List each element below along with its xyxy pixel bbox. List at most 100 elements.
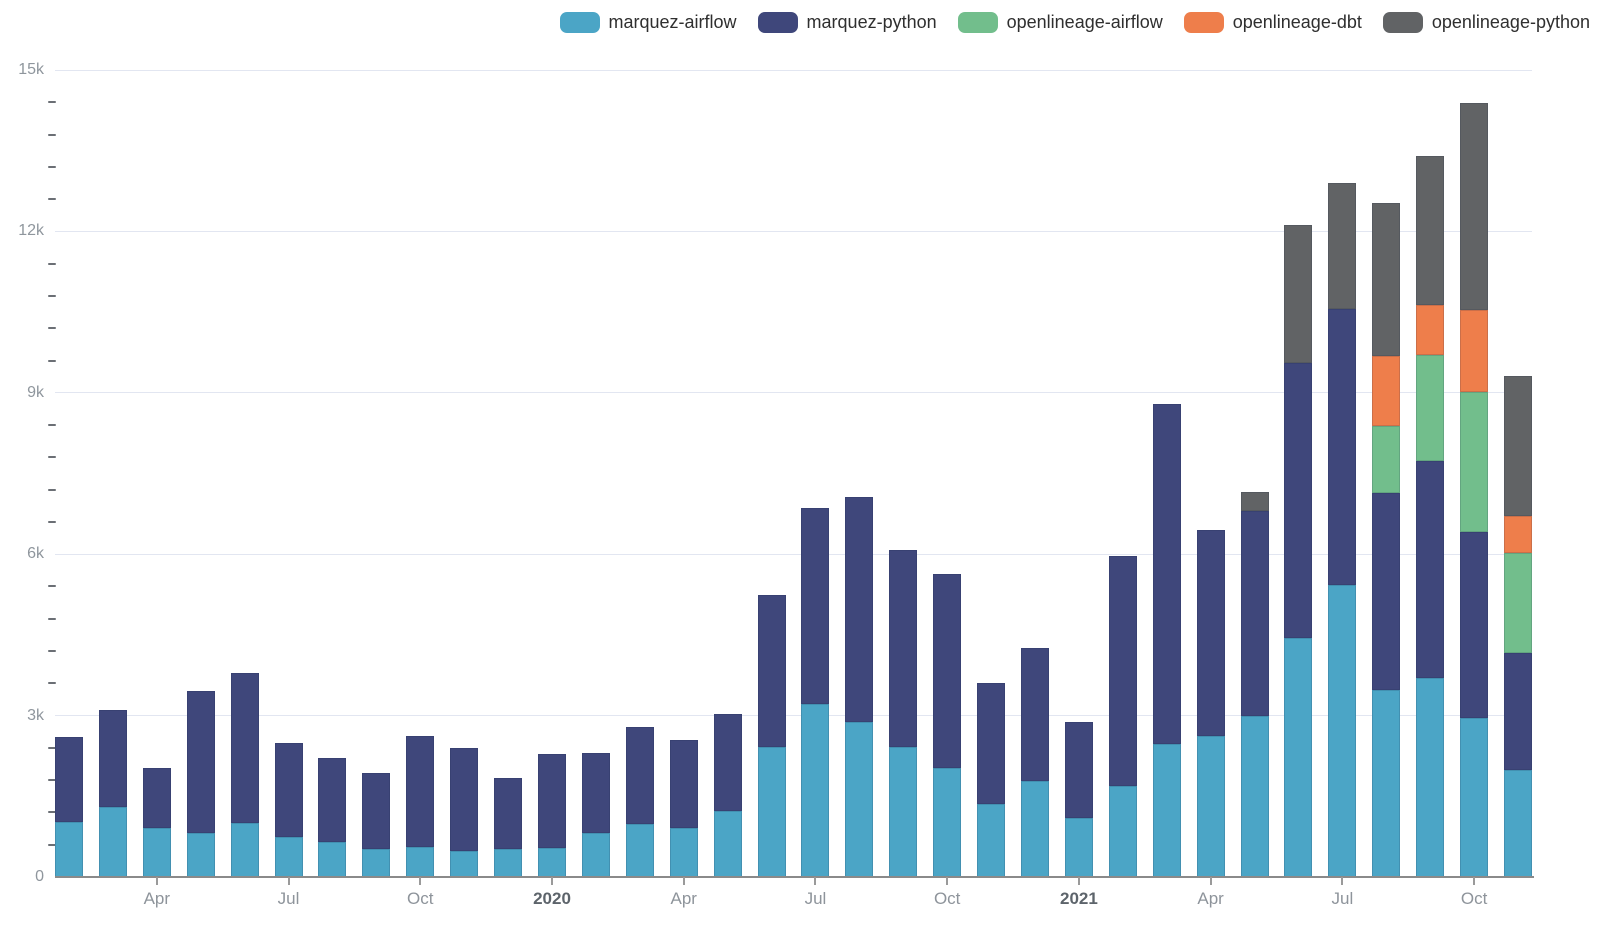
bar-segment-marquez-python[interactable]	[1021, 647, 1049, 782]
bar-segment-openlineage-python[interactable]	[1284, 224, 1313, 364]
bar-segment-marquez-python[interactable]	[625, 726, 654, 824]
x-axis-tick	[1209, 877, 1212, 885]
bar-segment-marquez-python[interactable]	[977, 683, 1006, 804]
bar-segment-marquez-python[interactable]	[142, 767, 171, 829]
bar-segment-marquez-python[interactable]	[581, 752, 610, 834]
legend-item-openlineage-python[interactable]: openlineage-python	[1382, 12, 1590, 33]
bar-segment-marquez-airflow[interactable]	[977, 803, 1006, 877]
bar-segment-marquez-python[interactable]	[318, 757, 347, 843]
bar-segment-marquez-airflow[interactable]	[318, 842, 347, 877]
bar-segment-marquez-python[interactable]	[801, 507, 830, 705]
bar-segment-marquez-airflow[interactable]	[274, 836, 303, 877]
bar-segment-marquez-python[interactable]	[1196, 529, 1225, 736]
bar-segment-marquez-airflow[interactable]	[1460, 718, 1489, 877]
bar-segment-marquez-airflow[interactable]	[230, 823, 259, 877]
y-axis-minor-tick	[48, 617, 56, 620]
bar-segment-marquez-airflow[interactable]	[494, 849, 523, 877]
bar-segment-marquez-python[interactable]	[889, 549, 918, 748]
bar-segment-marquez-airflow[interactable]	[1064, 818, 1093, 877]
bar-segment-marquez-python[interactable]	[494, 777, 523, 850]
bar-segment-openlineage-dbt[interactable]	[1504, 515, 1532, 554]
bar-segment-marquez-airflow[interactable]	[55, 822, 83, 877]
bar-segment-marquez-airflow[interactable]	[801, 704, 830, 877]
bar-segment-marquez-python[interactable]	[538, 754, 566, 849]
bar-segment-marquez-python[interactable]	[1372, 492, 1401, 690]
legend-item-marquez-python[interactable]: marquez-python	[757, 12, 937, 33]
bar-segment-marquez-airflow[interactable]	[450, 850, 479, 877]
bar-segment-marquez-airflow[interactable]	[98, 807, 127, 877]
bar-segment-openlineage-airflow[interactable]	[1504, 553, 1532, 653]
y-axis-minor-tick	[48, 650, 56, 653]
bar-segment-marquez-airflow[interactable]	[142, 828, 171, 877]
bar-segment-marquez-python[interactable]	[669, 740, 698, 829]
bar-segment-openlineage-dbt[interactable]	[1372, 356, 1401, 426]
bar-segment-marquez-python[interactable]	[1504, 652, 1532, 770]
bar-segment-marquez-airflow[interactable]	[1152, 744, 1181, 877]
bar-segment-marquez-airflow[interactable]	[186, 832, 215, 877]
bar-segment-marquez-airflow[interactable]	[538, 848, 566, 877]
bar-segment-openlineage-airflow[interactable]	[1416, 355, 1445, 461]
y-gridline	[55, 392, 1532, 394]
bar-segment-marquez-airflow[interactable]	[1240, 715, 1269, 877]
legend-item-marquez-airflow[interactable]: marquez-airflow	[559, 12, 737, 33]
bar-segment-marquez-airflow[interactable]	[362, 849, 391, 877]
bar-segment-marquez-python[interactable]	[713, 714, 742, 811]
bar-segment-marquez-python[interactable]	[1108, 555, 1137, 787]
bar-segment-openlineage-python[interactable]	[1372, 202, 1401, 357]
bar-segment-openlineage-python[interactable]	[1328, 182, 1357, 310]
bar-segment-openlineage-airflow[interactable]	[1372, 425, 1401, 493]
bar-segment-marquez-python[interactable]	[933, 574, 962, 768]
bar-segment-marquez-python[interactable]	[406, 736, 435, 847]
bar-segment-marquez-airflow[interactable]	[845, 721, 874, 877]
bar-segment-openlineage-python[interactable]	[1240, 492, 1269, 511]
bar-segment-marquez-airflow[interactable]	[757, 747, 786, 877]
bar-segment-marquez-python[interactable]	[230, 673, 259, 824]
legend-item-openlineage-airflow[interactable]: openlineage-airflow	[957, 12, 1163, 33]
bar-segment-marquez-python[interactable]	[186, 690, 215, 833]
bar-segment-marquez-python[interactable]	[274, 743, 303, 837]
bar-segment-marquez-airflow[interactable]	[669, 828, 698, 877]
bar-segment-marquez-python[interactable]	[845, 496, 874, 722]
bar-segment-marquez-airflow[interactable]	[1372, 689, 1401, 877]
bar-segment-marquez-airflow[interactable]	[625, 823, 654, 877]
bar-segment-marquez-python[interactable]	[1416, 460, 1445, 678]
bar-segment-marquez-airflow[interactable]	[1196, 735, 1225, 877]
bar-segment-marquez-airflow[interactable]	[1504, 769, 1532, 877]
bar-segment-marquez-python[interactable]	[1284, 363, 1313, 639]
y-axis-minor-tick	[48, 746, 56, 749]
bar-segment-marquez-python[interactable]	[1328, 309, 1357, 585]
legend-swatch-icon	[757, 12, 798, 33]
bar-segment-marquez-python[interactable]	[1064, 722, 1093, 819]
bar-segment-marquez-airflow[interactable]	[406, 846, 435, 877]
x-axis-label: Apr	[670, 889, 697, 908]
bar-segment-marquez-airflow[interactable]	[1284, 638, 1313, 877]
bar-segment-openlineage-python[interactable]	[1416, 155, 1445, 305]
bar-segment-marquez-airflow[interactable]	[1108, 786, 1137, 877]
bar-segment-marquez-python[interactable]	[1460, 532, 1489, 719]
bar-segment-marquez-python[interactable]	[757, 594, 786, 748]
bar-segment-marquez-python[interactable]	[362, 772, 391, 850]
bar-segment-marquez-airflow[interactable]	[581, 833, 610, 877]
bar-segment-marquez-python[interactable]	[1240, 510, 1269, 716]
legend-label: marquez-python	[806, 12, 937, 32]
bar-segment-marquez-airflow[interactable]	[713, 810, 742, 877]
bar-segment-marquez-airflow[interactable]	[1021, 781, 1049, 877]
y-axis-label: 12k	[18, 222, 44, 240]
bar-segment-marquez-airflow[interactable]	[1416, 677, 1445, 877]
bar-segment-openlineage-dbt[interactable]	[1460, 309, 1489, 392]
bar-segment-marquez-airflow[interactable]	[1328, 584, 1357, 877]
bar-segment-marquez-airflow[interactable]	[933, 767, 962, 877]
y-axis-minor-tick	[48, 198, 56, 201]
legend-item-openlineage-dbt[interactable]: openlineage-dbt	[1183, 12, 1362, 33]
bar-segment-openlineage-airflow[interactable]	[1460, 391, 1489, 533]
x-axis-label: Oct	[407, 889, 434, 908]
bar-segment-marquez-python[interactable]	[1152, 404, 1181, 745]
bar-segment-openlineage-dbt[interactable]	[1416, 304, 1445, 356]
bar-segment-marquez-python[interactable]	[450, 747, 479, 851]
bar-segment-marquez-airflow[interactable]	[889, 747, 918, 877]
bar-segment-openlineage-python[interactable]	[1460, 103, 1489, 310]
bar-segment-marquez-python[interactable]	[98, 709, 127, 808]
bar-segment-openlineage-python[interactable]	[1504, 375, 1532, 516]
bar-segment-marquez-python[interactable]	[55, 737, 83, 823]
x-axis-tick	[1473, 877, 1476, 885]
